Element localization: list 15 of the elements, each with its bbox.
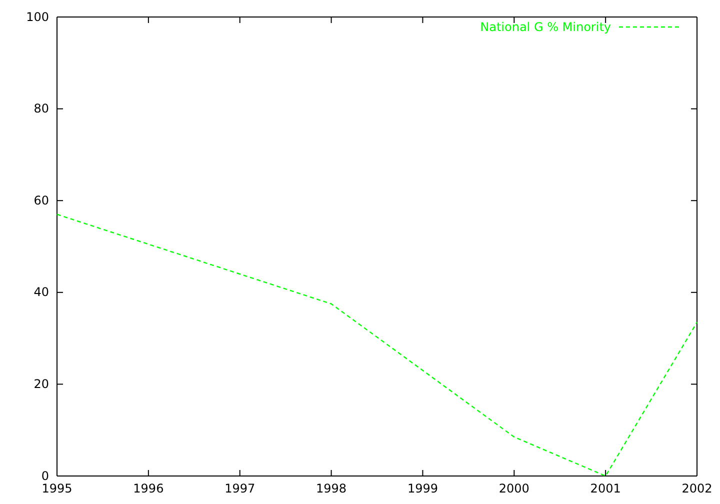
x-tick-label: 1996 (133, 482, 164, 496)
x-tick-label: 2002 (682, 482, 712, 496)
x-tick-label: 1999 (407, 482, 438, 496)
y-tick-label: 80 (34, 102, 49, 116)
y-tick-label: 60 (34, 193, 49, 208)
x-tick-label: 2000 (498, 482, 530, 496)
legend-label: National G % Minority (480, 20, 611, 34)
x-tick-label: 1998 (316, 482, 347, 496)
x-tick-label: 1995 (42, 482, 72, 496)
y-tick-label: 20 (34, 377, 49, 392)
y-tick-label: 40 (34, 285, 49, 300)
y-tick-label: 0 (41, 468, 49, 483)
y-tick-label: 100 (26, 10, 49, 24)
x-tick-label: 1997 (224, 482, 256, 496)
x-tick-label: 2001 (590, 482, 621, 496)
